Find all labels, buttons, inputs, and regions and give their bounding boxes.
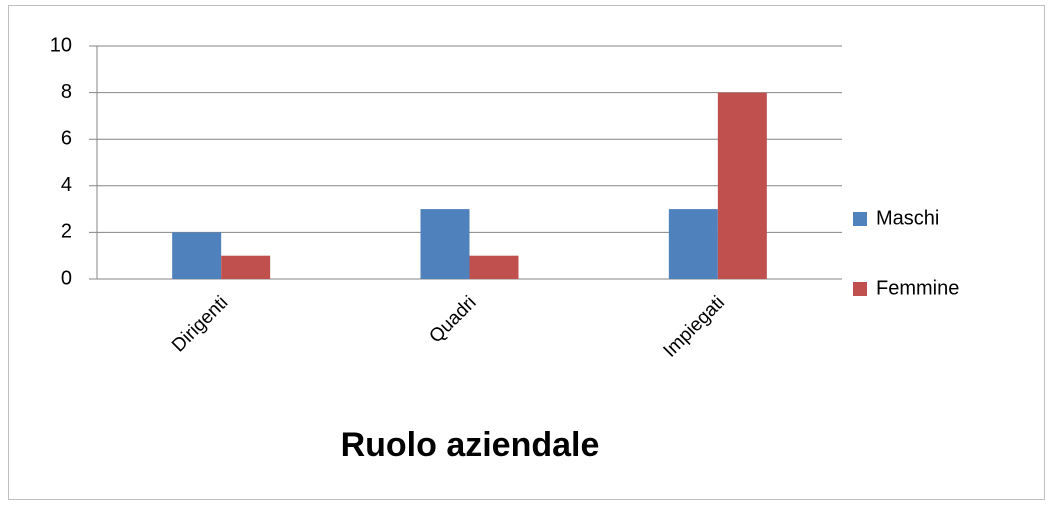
x-axis-title: Ruolo aziendale (341, 426, 600, 464)
y-tick-label: 2 (61, 221, 72, 243)
legend-swatch (853, 212, 867, 226)
bar (469, 255, 519, 279)
legend-label: Maschi (876, 207, 939, 229)
bar (668, 209, 718, 279)
bar (172, 232, 222, 279)
y-tick-label: 0 (61, 267, 72, 289)
bar (221, 255, 271, 279)
y-tick-label: 8 (61, 81, 72, 103)
bar (717, 92, 767, 279)
y-tick-label: 4 (61, 174, 72, 196)
bar (420, 209, 470, 279)
legend-swatch (853, 282, 867, 296)
y-tick-label: 6 (61, 127, 72, 149)
legend-label: Femmine (876, 277, 959, 299)
y-tick-label: 10 (50, 34, 72, 56)
